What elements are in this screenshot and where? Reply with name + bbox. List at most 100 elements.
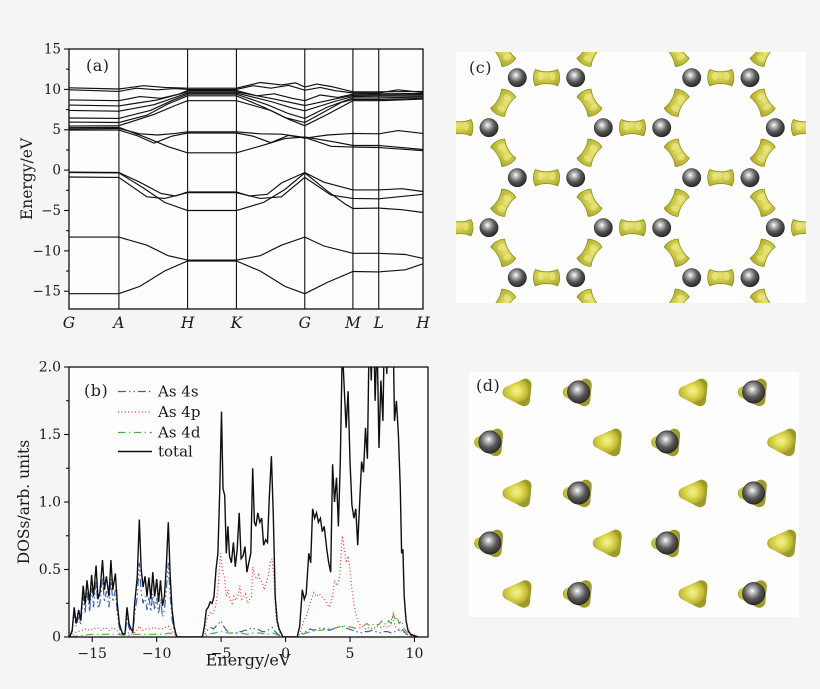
atom-sphere [566,268,586,288]
bond-isosurface [663,238,690,267]
legend-label: As 4s [157,383,199,401]
isosurface-bonds [456,52,806,303]
dos-x-tick-label: 5 [346,646,355,662]
bond-isosurface [707,169,735,187]
atom-sphere [507,168,527,188]
atom-sphere [507,268,527,288]
legend-item-as-4p: As 4p [118,403,200,421]
atom-with-isosurface [562,378,592,407]
bond-isosurface [456,219,474,237]
band-lines [69,81,423,295]
isosurface-highlight [774,534,789,550]
atom-with-isosurface [651,529,681,558]
atom-sphere [655,430,679,454]
structure-view-c [456,52,806,303]
isosurface-highlight [599,534,615,550]
atom-sphere [593,218,613,238]
band-line [69,260,423,295]
kpoint-label-A: A [111,314,124,332]
panel-a-label: (a) [86,56,110,75]
band-structure-plot: −15 −10 −5 0 5 10 15 G A H K G M L H [33,42,431,333]
bond-isosurface [490,188,517,217]
band-line [69,127,423,152]
bond-isosurface [619,119,646,137]
dos-y-tick-label: 2.0 [39,360,61,376]
atom-with-isosurface [737,580,767,608]
legend-label: As 4p [157,403,200,421]
bond-isosurface [456,119,474,137]
isosurface-highlight [599,433,615,449]
band-line [69,236,423,261]
atom-sphere [567,582,591,606]
isosurface-highlight [774,433,789,449]
atom-with-isosurface [474,529,504,558]
bond-isosurface [791,219,806,237]
atoms [479,68,785,288]
bond-isosurface [533,69,560,87]
dos-plot-area [69,367,428,637]
band-y-tick-label: 5 [52,122,61,138]
atom-sphere [682,68,702,88]
bond-isosurface [663,88,690,117]
orbital-isosurface [502,378,532,407]
structure-view-d [469,372,799,617]
band-line [69,90,423,102]
atom-sphere [593,118,613,138]
bond-isosurface [749,52,776,67]
bond-isosurface [490,238,517,267]
band-y-ticks [64,48,69,292]
orbital-isosurface [592,428,622,457]
isosurface-highlight [685,383,701,399]
atom-sphere [765,218,785,238]
dos-x-axis-title: Energy/eV [205,650,291,670]
kpoint-label-H: H [415,314,430,332]
atom-sphere [742,582,766,606]
atom-sphere [566,168,586,188]
bond-isosurface [707,69,735,87]
atom-with-isosurface [737,378,767,407]
bond-isosurface [490,52,517,67]
dos-series-as-4d [70,612,417,637]
atom-sphere [740,268,760,288]
bond-isosurface [663,288,690,303]
legend-label: As 4d [157,424,201,442]
atom-sphere [478,531,502,555]
band-line [69,92,423,112]
band-line [69,93,423,120]
atom-sphere [742,481,766,505]
band-line [69,171,423,197]
band-line [69,95,423,124]
atom-sphere [507,68,527,88]
bond-isosurface [576,52,603,67]
isosurface-highlight [509,383,525,399]
dos-series-as-4p [69,535,416,637]
bond-isosurface [533,169,560,187]
orbital-isosurface [767,428,797,457]
dos-y-tick-label: 1.0 [39,495,61,511]
dos-x-tick-label: −10 [142,646,172,662]
isosurface-highlight [685,585,701,600]
dos-plot: −15 −10 −5 0 5 10 0 0.5 1.0 1.5 2.0 As 4s As 4p As 4d… [39,360,429,662]
kpoint-label-L: L [373,314,384,332]
dos-y-tick-label: 1.5 [39,427,61,443]
band-y-axis-title: Energy/eV [18,137,36,221]
bond-isosurface [707,269,735,287]
legend-item-as-4d: As 4d [118,424,201,442]
band-y-tick-label: −15 [33,284,62,300]
isosurface-highlight [509,585,525,600]
kpoint-label-H: H [180,314,195,332]
bond-isosurface [490,288,517,303]
band-y-tick-label: 10 [44,82,61,98]
atom-sphere [479,218,499,238]
bond-isosurface [533,269,560,287]
atom-with-isosurface [651,428,681,457]
orbital-isosurface [767,529,797,558]
orbital-isosurface [502,580,532,608]
bond-isosurface [791,119,806,137]
kpoint-label-M: M [344,314,362,332]
orbital-isosurface [678,378,708,407]
atom-sphere [655,531,679,555]
bond-isosurface [663,52,690,67]
bond-isosurface [576,188,603,217]
